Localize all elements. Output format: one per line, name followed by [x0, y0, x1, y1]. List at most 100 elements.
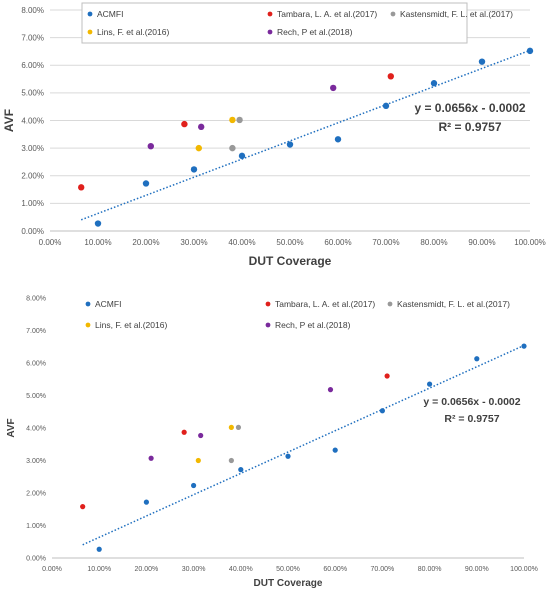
top-y-tick-label: 1.00%	[21, 199, 44, 208]
top-data-point	[238, 152, 246, 160]
bottom-data-point	[228, 457, 234, 464]
bottom-legend-label: Rech, P et al.(2018)	[275, 320, 351, 330]
top-legend-marker	[390, 11, 396, 17]
top-y-tick-label: 5.00%	[21, 89, 44, 98]
bottom-data-point	[379, 408, 385, 414]
bottom-x-tick-label: 80.00%	[418, 566, 442, 573]
bottom-legend-label: Tambara, L. A. et al.(2017)	[275, 299, 375, 309]
bottom-data-point	[235, 424, 242, 430]
top-y-tick-label: 6.00%	[21, 61, 44, 70]
top-y-tick-label: 3.00%	[21, 144, 44, 153]
top-y-tick-label: 7.00%	[21, 33, 44, 42]
top-legend-marker	[87, 11, 93, 17]
bottom-data-point	[143, 499, 149, 505]
bottom-x-tick-label: 60.00%	[323, 566, 347, 573]
bottom-x-tick-label: 100.00%	[510, 566, 538, 573]
top-data-point	[229, 144, 236, 152]
bottom-y-tick-label: 8.00%	[26, 295, 46, 302]
bottom-legend-marker	[387, 301, 393, 307]
bottom-data-point	[96, 546, 102, 552]
top-data-point	[142, 180, 150, 187]
bottom-legend-marker	[85, 301, 91, 307]
bottom-data-point	[195, 457, 201, 464]
top-data-point	[387, 73, 394, 80]
top-trendline-r2: R² = 0.9757	[438, 120, 501, 134]
top-trendline-equation: y = 0.0656x - 0.0002	[414, 101, 525, 115]
bottom-y-tick-label: 7.00%	[26, 328, 46, 335]
top-data-point	[478, 58, 486, 65]
top-data-point	[198, 123, 205, 131]
bottom-data-point	[181, 429, 187, 435]
bottom-y-tick-label: 0.00%	[26, 555, 46, 562]
bottom-x-tick-label: 0.00%	[42, 566, 62, 573]
bottom-y-tick-label: 1.00%	[26, 523, 46, 530]
bottom-y-tick-label: 6.00%	[26, 360, 46, 367]
bottom-data-point	[191, 482, 197, 489]
bottom-x-tick-label: 50.00%	[276, 566, 300, 573]
top-x-tick-label: 30.00%	[180, 238, 207, 247]
top-y-tick-label: 4.00%	[21, 116, 44, 125]
top-x-tick-label: 70.00%	[372, 238, 399, 247]
bottom-legend-label: ACMFI	[95, 299, 121, 309]
top-legend-label: ACMFI	[97, 9, 123, 19]
top-data-point	[526, 47, 534, 55]
bottom-data-point	[80, 504, 86, 510]
top-data-point	[330, 84, 337, 92]
top-legend-label: Kastensmidt, F. L. et al.(2017)	[400, 9, 513, 19]
top-data-point	[229, 116, 236, 124]
bottom-data-point	[238, 467, 244, 473]
bottom-legend-label: Kastensmidt, F. L. et al.(2017)	[397, 299, 510, 309]
bottom-data-point	[427, 381, 433, 387]
bottom-data-point	[332, 447, 338, 453]
top-data-point	[190, 166, 198, 173]
bottom-x-tick-label: 10.00%	[87, 566, 111, 573]
bottom-x-tick-label: 40.00%	[229, 566, 253, 573]
bottom-x-axis-title: DUT Coverage	[254, 578, 323, 589]
bottom-y-tick-label: 3.00%	[26, 458, 46, 465]
bottom-data-point	[285, 453, 291, 459]
top-data-point	[382, 102, 390, 110]
top-data-point	[195, 144, 202, 152]
top-data-point	[334, 136, 342, 143]
bottom-trendline-r2: R² = 0.9757	[444, 413, 499, 425]
bottom-x-tick-label: 70.00%	[371, 566, 395, 573]
top-trendline	[80, 49, 531, 221]
top-y-tick-label: 0.00%	[21, 227, 44, 236]
top-x-tick-label: 50.00%	[276, 238, 303, 247]
top-legend-marker	[87, 29, 93, 35]
scatter-chart-top: 0.00% 1.00% 2.00% 3.00% 4.00% 5.00% 6.00% 7.00%…	[2, 2, 546, 268]
bottom-trendline	[82, 344, 525, 546]
bottom-y-axis-title: AVF	[6, 418, 17, 437]
bottom-y-tick-label: 5.00%	[26, 393, 46, 400]
top-legend-marker	[267, 29, 273, 35]
top-x-tick-label: 100.00%	[514, 238, 546, 247]
top-x-tick-label: 60.00%	[324, 238, 351, 247]
top-x-tick-label: 20.00%	[132, 238, 159, 247]
bottom-legend-marker	[265, 301, 271, 307]
bottom-x-tick-label: 20.00%	[135, 566, 159, 573]
top-y-tick-label: 8.00%	[21, 6, 44, 15]
bottom-x-tick-label: 30.00%	[182, 566, 206, 573]
scatter-chart-bottom: 0.00% 1.00% 2.00% 3.00% 4.00% 5.00% 6.00% 7.00%…	[6, 295, 538, 589]
bottom-x-tick-label: 90.00%	[465, 566, 489, 573]
top-data-point	[286, 141, 294, 148]
bottom-data-point	[474, 356, 480, 362]
bottom-data-point	[228, 424, 234, 430]
bottom-data-point	[327, 387, 334, 393]
bottom-trendline-equation: y = 0.0656x - 0.0002	[423, 396, 520, 408]
top-data-point	[430, 80, 438, 87]
bottom-data-point	[521, 343, 527, 349]
top-data-point	[78, 184, 85, 191]
top-legend-label: Rech, P et al.(2018)	[277, 27, 353, 37]
top-legend-label: Lins, F. et al.(2016)	[97, 27, 169, 37]
bottom-data-point	[384, 373, 390, 379]
bottom-legend-marker	[265, 322, 271, 328]
top-x-tick-label: 10.00%	[84, 238, 111, 247]
top-y-axis-title: AVF	[2, 109, 16, 132]
top-data-point	[94, 220, 102, 227]
top-legend-marker	[267, 11, 273, 17]
top-x-tick-label: 40.00%	[228, 238, 255, 247]
bottom-y-tick-label: 2.00%	[26, 490, 46, 497]
top-data-point	[236, 116, 243, 124]
bottom-legend-marker	[85, 322, 91, 328]
